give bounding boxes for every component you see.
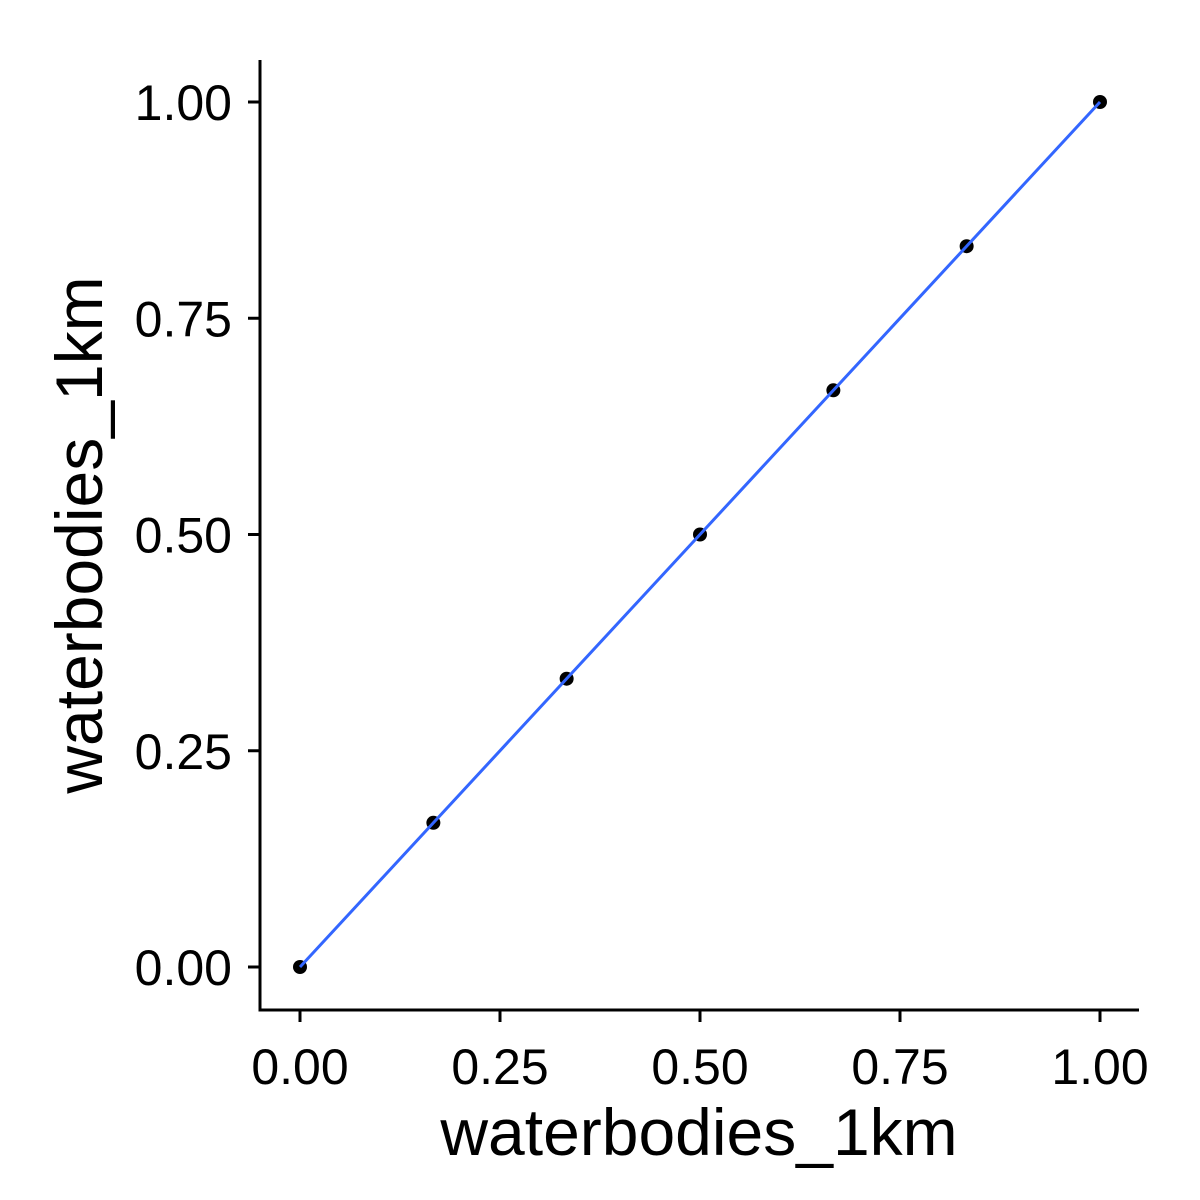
x-tick-label: 0.75 (851, 1039, 948, 1095)
y-tick-label: 0.25 (135, 724, 232, 780)
y-axis-title: waterbodies_1km (42, 276, 116, 794)
y-axis-ticks: 0.00 0.25 0.50 0.75 1.00 (135, 75, 260, 996)
x-tick-label: 0.25 (451, 1039, 548, 1095)
plot-area (293, 95, 1107, 974)
y-tick-label: 0.00 (135, 940, 232, 996)
y-tick-label: 1.00 (135, 75, 232, 131)
x-axis-ticks: 0.00 0.25 0.50 0.75 1.00 (251, 1010, 1149, 1095)
fit-line (298, 100, 1102, 969)
x-tick-label: 1.00 (1051, 1039, 1148, 1095)
x-axis-title: waterbodies_1km (439, 1095, 957, 1169)
x-tick-label: 0.50 (651, 1039, 748, 1095)
y-tick-label: 0.75 (135, 291, 232, 347)
y-tick-label: 0.50 (135, 508, 232, 564)
x-tick-label: 0.00 (251, 1039, 348, 1095)
